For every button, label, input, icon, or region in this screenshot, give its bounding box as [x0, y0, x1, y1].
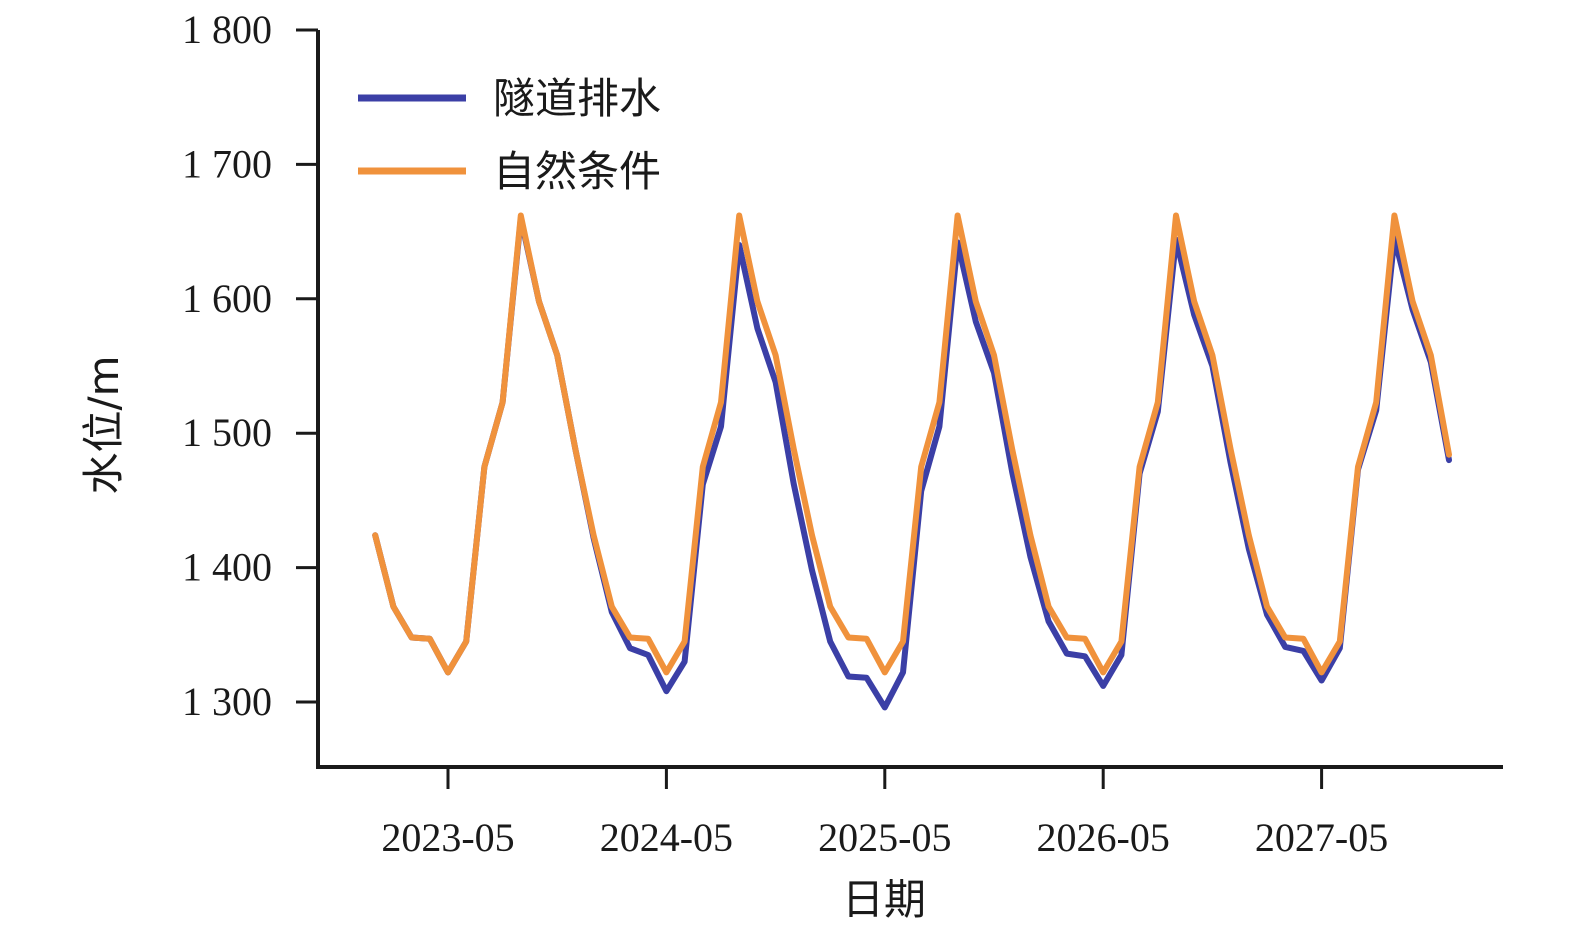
y-axis-title: 水位/m: [79, 355, 128, 494]
series-lines: [372, 212, 1452, 711]
legend: 隧道排水 自然条件: [358, 74, 661, 196]
x-tick-label: 2026-05: [1037, 815, 1170, 860]
x-tick-label: 2025-05: [818, 815, 951, 860]
axes: [316, 30, 1503, 769]
x-tick-label: 2027-05: [1255, 815, 1388, 860]
legend-label-tunnel-drainage: 隧道排水: [493, 74, 661, 123]
x-axis-title: 日期: [842, 875, 926, 924]
x-tick-label: 2023-05: [381, 815, 514, 860]
y-tick-label: 1 700: [182, 141, 272, 186]
legend-label-natural-condition: 自然条件: [493, 147, 661, 196]
x-tick-label: 2024-05: [600, 815, 733, 860]
y-tick-label: 1 400: [182, 545, 272, 590]
y-tick-label: 1 500: [182, 410, 272, 455]
y-tick-label: 1 600: [182, 276, 272, 321]
x-ticks: 2023-05 2024-05 2025-05 2026-05 2027-05: [381, 767, 1388, 860]
y-ticks: 1 300 1 400 1 500 1 600 1 700 1 800: [182, 7, 318, 724]
y-tick-label: 1 800: [182, 7, 272, 52]
series-line-natural-condition: [372, 212, 1452, 676]
y-tick-label: 1 300: [182, 679, 272, 724]
